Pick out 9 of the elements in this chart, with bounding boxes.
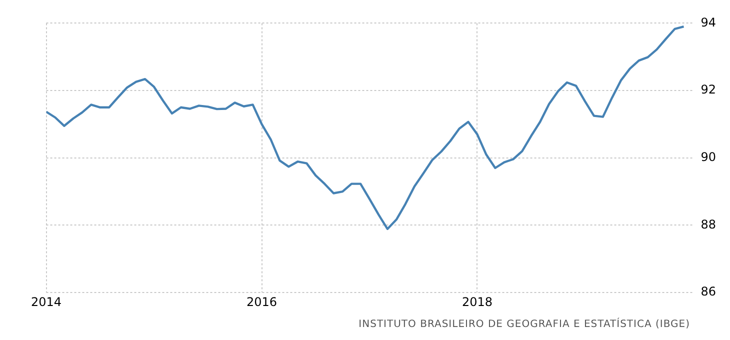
x-tick-label: 2018 (462, 294, 493, 309)
x-tick-label: 2016 (246, 294, 278, 309)
y-tick-label: 94 (700, 15, 716, 30)
y-tick-label: 90 (700, 150, 716, 164)
y-tick-label: 86 (700, 284, 716, 299)
y-tick-label: 88 (700, 217, 716, 232)
y-tick-label: 92 (700, 82, 716, 97)
text: INSTITUTO BRASILEIRO DE GEOGRAFIA E ESTATÍSTICA (IBGE) (358, 319, 690, 330)
x-tick-label: 2014 (30, 294, 62, 309)
